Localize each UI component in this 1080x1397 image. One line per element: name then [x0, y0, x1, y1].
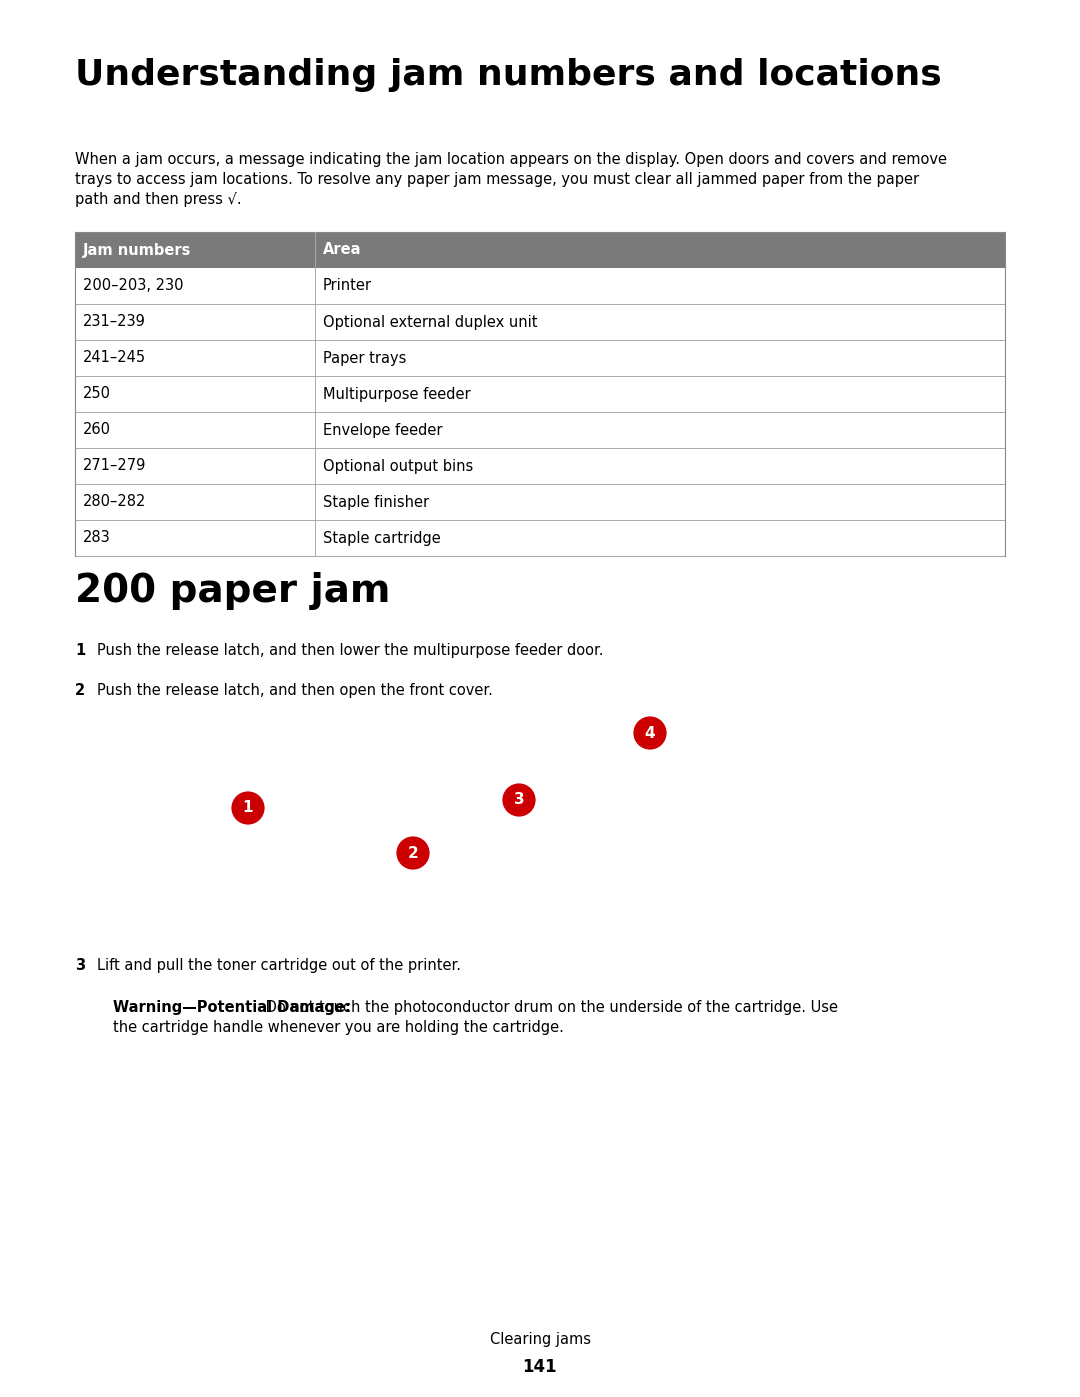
Text: Optional external duplex unit: Optional external duplex unit	[323, 314, 538, 330]
Text: 3: 3	[514, 792, 524, 807]
Text: Staple cartridge: Staple cartridge	[323, 531, 441, 545]
Text: Warning—Potential Damage:: Warning—Potential Damage:	[113, 1000, 351, 1016]
Circle shape	[632, 715, 669, 752]
Text: 280–282: 280–282	[83, 495, 147, 510]
Text: 141: 141	[523, 1358, 557, 1376]
Text: Area: Area	[323, 243, 362, 257]
Text: 250: 250	[83, 387, 111, 401]
Text: Jam numbers: Jam numbers	[83, 243, 191, 257]
Text: 1: 1	[243, 800, 253, 816]
Text: Optional output bins: Optional output bins	[323, 458, 473, 474]
Text: Understanding jam numbers and locations: Understanding jam numbers and locations	[75, 59, 942, 92]
FancyBboxPatch shape	[75, 232, 1005, 268]
Text: 1: 1	[75, 643, 85, 658]
Text: Printer: Printer	[323, 278, 372, 293]
Text: 231–239: 231–239	[83, 314, 146, 330]
Text: 4: 4	[645, 725, 656, 740]
Text: Lift and pull the toner cartridge out of the printer.: Lift and pull the toner cartridge out of…	[97, 958, 461, 972]
Circle shape	[501, 782, 537, 819]
Text: When a jam occurs, a message indicating the jam location appears on the display.: When a jam occurs, a message indicating …	[75, 152, 947, 168]
Text: 3: 3	[75, 958, 85, 972]
Text: 260: 260	[83, 422, 111, 437]
Text: 2: 2	[407, 845, 418, 861]
Text: 271–279: 271–279	[83, 458, 147, 474]
Text: the cartridge handle whenever you are holding the cartridge.: the cartridge handle whenever you are ho…	[113, 1020, 564, 1035]
Text: 200 paper jam: 200 paper jam	[75, 571, 391, 610]
Text: Envelope feeder: Envelope feeder	[323, 422, 443, 437]
Text: 241–245: 241–245	[83, 351, 146, 366]
Text: Push the release latch, and then lower the multipurpose feeder door.: Push the release latch, and then lower t…	[97, 643, 604, 658]
Text: 283: 283	[83, 531, 111, 545]
Text: 200–203, 230: 200–203, 230	[83, 278, 184, 293]
Circle shape	[230, 789, 266, 826]
Text: Clearing jams: Clearing jams	[489, 1331, 591, 1347]
Text: path and then press √.: path and then press √.	[75, 191, 242, 207]
Text: Push the release latch, and then open the front cover.: Push the release latch, and then open th…	[97, 683, 492, 698]
Text: Multipurpose feeder: Multipurpose feeder	[323, 387, 471, 401]
Text: Paper trays: Paper trays	[323, 351, 406, 366]
Text: Staple finisher: Staple finisher	[323, 495, 429, 510]
Text: trays to access jam locations. To resolve any paper jam message, you must clear : trays to access jam locations. To resolv…	[75, 172, 919, 187]
Text: 2: 2	[75, 683, 85, 698]
Circle shape	[395, 835, 431, 870]
Text: Do not touch the photoconductor drum on the underside of the cartridge. Use: Do not touch the photoconductor drum on …	[261, 1000, 838, 1016]
